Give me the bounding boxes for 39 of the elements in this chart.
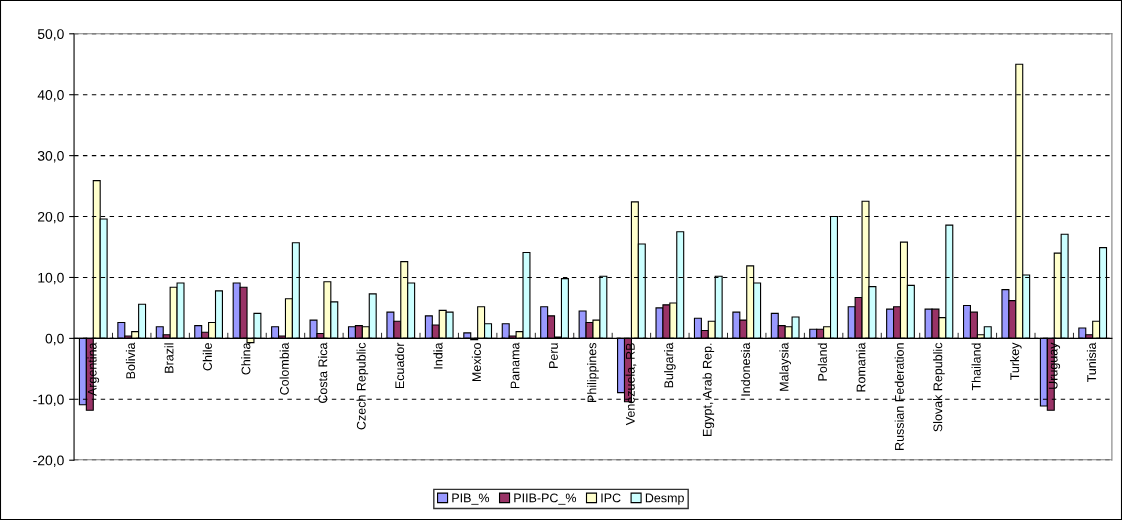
x-tick-label: Peru <box>549 343 558 368</box>
y-tick-label: 40,0 <box>37 90 64 102</box>
y-tick-label: 50,0 <box>37 29 64 41</box>
x-tick-label: Chile <box>202 343 212 371</box>
x-tick-label: Brazil <box>164 343 174 373</box>
x-tick-label: Malaysia <box>779 342 791 391</box>
x-tick-label: Mexico <box>471 343 482 382</box>
legend-label: PIIB-PC_% <box>514 493 577 505</box>
x-tick-label: Argentina <box>87 342 100 397</box>
y-tick-label: -10,0 <box>33 394 64 407</box>
x-tick-label: China <box>241 342 251 375</box>
x-tick-label: Tunisia <box>1086 342 1097 383</box>
y-tick-label: 30,0 <box>37 150 64 163</box>
legend-label: IPC <box>601 493 621 503</box>
x-tick-label: Ecuador <box>394 342 405 389</box>
legend-label: Desmp <box>645 493 684 505</box>
x-tick-label: India <box>433 342 443 369</box>
x-tick-label: Thailand <box>971 343 981 391</box>
y-tick-label: 10,0 <box>38 272 64 285</box>
x-tick-label: Venezuela, RB <box>625 343 637 426</box>
x-tick-label: Romania <box>856 342 866 392</box>
x-tick-label: Bulgaria <box>664 342 676 388</box>
x-tick-label: Costa Rica <box>318 342 328 404</box>
x-tick-label: Indonesia <box>740 342 751 396</box>
x-tick-label: Egypt, Arab Rep. <box>702 343 715 437</box>
x-tick-label: Colombia <box>279 342 289 395</box>
x-tick-label: Panama <box>510 342 520 389</box>
y-tick-label: 20,0 <box>38 211 64 224</box>
legend-label: PIB_% <box>452 493 490 505</box>
x-tick-label: Poland <box>817 343 827 381</box>
x-tick-label: Turkey <box>1009 342 1022 380</box>
x-tick-label: Russian Federation <box>894 343 904 450</box>
x-tick-label: Philippines <box>587 342 599 402</box>
y-tick-label: -20,0 <box>33 455 64 468</box>
x-tick-label: Bolivia <box>125 342 136 379</box>
x-tick-label: Slovak Republic <box>933 342 945 432</box>
y-tick-label: 0,0 <box>45 333 64 346</box>
x-tick-label: Uruguay <box>1048 342 1061 389</box>
x-tick-label: Czech Republic <box>356 342 369 430</box>
